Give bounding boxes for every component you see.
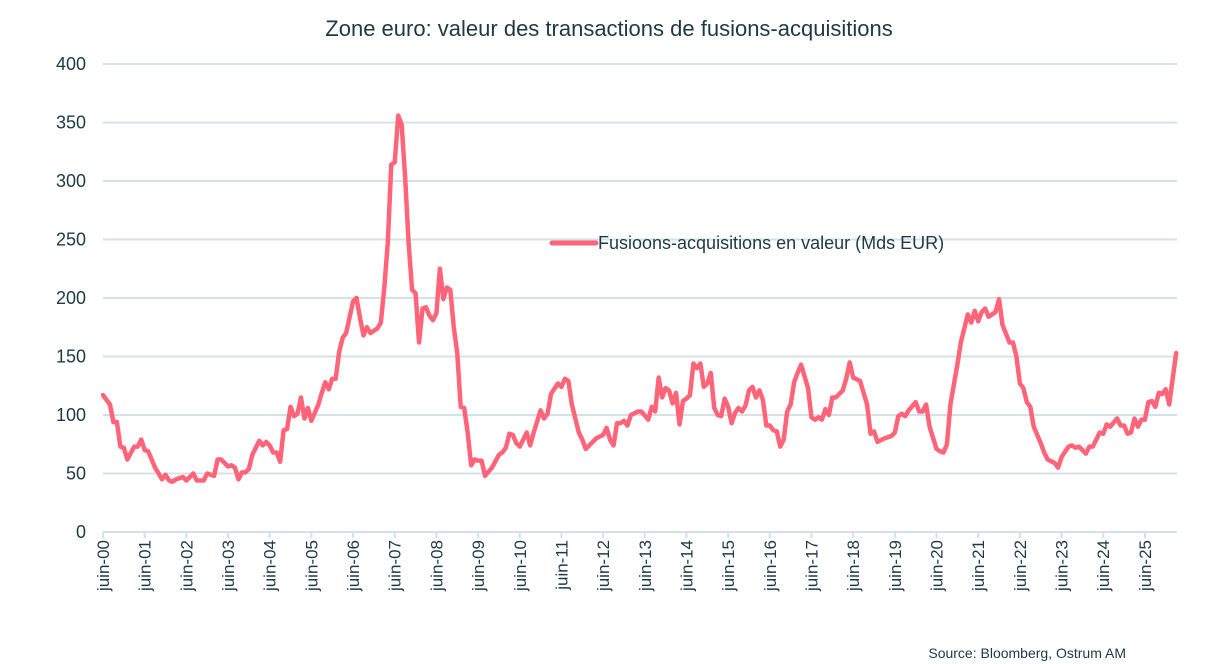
x-tick-label: juin-24 bbox=[1094, 540, 1113, 592]
y-tick-label: 100 bbox=[56, 405, 86, 425]
y-tick-label: 250 bbox=[56, 230, 86, 250]
x-tick-label: juin-12 bbox=[594, 540, 613, 592]
x-tick-label: juin-10 bbox=[511, 540, 530, 592]
x-tick-label: juin-15 bbox=[719, 540, 738, 592]
x-tick-label: juin-14 bbox=[677, 540, 696, 592]
x-tick-label: juin-03 bbox=[219, 540, 238, 592]
chart-title: Zone euro: valeur des transactions de fu… bbox=[325, 16, 893, 41]
y-tick-label: 300 bbox=[56, 171, 86, 191]
x-tick-label: juin-13 bbox=[636, 540, 655, 592]
x-tick-label: juin-04 bbox=[261, 540, 280, 592]
x-tick-label: juin-20 bbox=[928, 540, 947, 592]
x-tick-label: juin-06 bbox=[344, 540, 363, 592]
x-tick-label: juin-07 bbox=[386, 540, 405, 592]
y-tick-label: 150 bbox=[56, 347, 86, 367]
x-tick-label: juin-02 bbox=[177, 540, 196, 592]
y-tick-label: 0 bbox=[76, 522, 86, 542]
x-tick-label: juin-09 bbox=[469, 540, 488, 592]
x-tick-label: juin-17 bbox=[802, 540, 821, 592]
x-tick-label: juin-21 bbox=[969, 540, 988, 592]
x-tick-label: juin-18 bbox=[844, 540, 863, 592]
y-tick-label: 350 bbox=[56, 113, 86, 133]
x-tick-label: juin-08 bbox=[427, 540, 446, 592]
x-tick-label: juin-22 bbox=[1011, 540, 1030, 592]
y-tick-label: 400 bbox=[56, 54, 86, 74]
gridlines bbox=[102, 63, 1177, 538]
x-tick-label: juin-01 bbox=[136, 540, 155, 592]
source-note: Source: Bloomberg, Ostrum AM bbox=[928, 645, 1126, 661]
y-tick-label: 200 bbox=[56, 288, 86, 308]
series-layer bbox=[100, 113, 1179, 484]
x-tick-label: juin-19 bbox=[886, 540, 905, 592]
x-tick-label: juin-25 bbox=[1136, 540, 1155, 592]
y-axis-tick-labels: 0 50 100 150 200 250 300 350 400 bbox=[56, 54, 86, 542]
x-tick-label: juin-11 bbox=[552, 540, 571, 591]
y-tick-label: 50 bbox=[66, 464, 86, 484]
x-axis-tick-labels: juin-00 juin-01 juin-02 juin-03 juin-04 juin-… bbox=[94, 540, 1155, 592]
x-tick-label: juin-23 bbox=[1053, 540, 1072, 592]
legend: Fusioons-acquisitions en valeur (Mds EUR… bbox=[549, 233, 944, 253]
x-tick-label: juin-05 bbox=[302, 540, 321, 592]
x-tick-label: juin-00 bbox=[94, 540, 113, 592]
legend-label: Fusioons-acquisitions en valeur (Mds EUR… bbox=[598, 233, 944, 253]
x-tick-label: juin-16 bbox=[761, 540, 780, 592]
